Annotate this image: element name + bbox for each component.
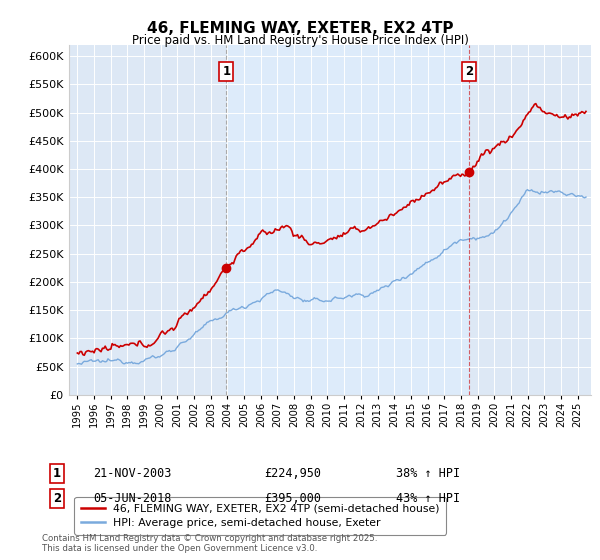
Text: Contains HM Land Registry data © Crown copyright and database right 2025.
This d: Contains HM Land Registry data © Crown c… [42, 534, 377, 553]
Text: 1: 1 [53, 466, 61, 480]
Bar [226, 45, 469, 395]
Text: £395,000: £395,000 [264, 492, 321, 505]
Text: 21-NOV-2003: 21-NOV-2003 [93, 466, 172, 480]
Text: 1: 1 [223, 66, 230, 78]
Legend: 46, FLEMING WAY, EXETER, EX2 4TP (semi-detached house), HPI: Average price, semi: 46, FLEMING WAY, EXETER, EX2 4TP (semi-d… [74, 497, 446, 535]
Text: £224,950: £224,950 [264, 466, 321, 480]
Text: Price paid vs. HM Land Registry's House Price Index (HPI): Price paid vs. HM Land Registry's House … [131, 34, 469, 46]
Text: 43% ↑ HPI: 43% ↑ HPI [396, 492, 460, 505]
Text: 2: 2 [465, 66, 473, 78]
Text: 05-JUN-2018: 05-JUN-2018 [93, 492, 172, 505]
Text: 38% ↑ HPI: 38% ↑ HPI [396, 466, 460, 480]
Text: 46, FLEMING WAY, EXETER, EX2 4TP: 46, FLEMING WAY, EXETER, EX2 4TP [147, 21, 453, 36]
Text: 2: 2 [53, 492, 61, 505]
